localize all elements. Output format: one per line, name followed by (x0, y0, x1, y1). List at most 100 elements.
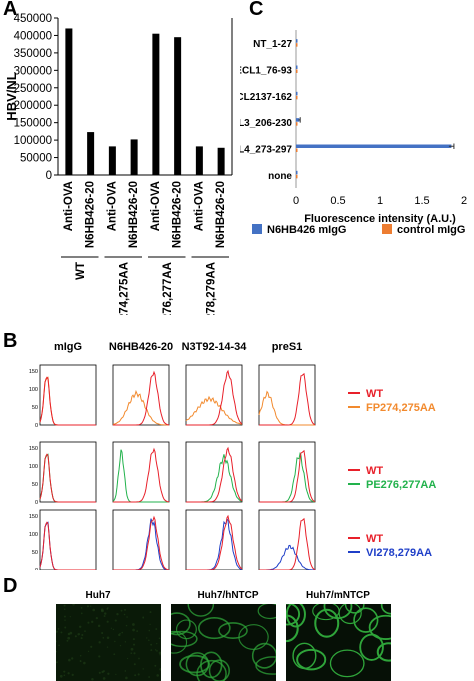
histogram-frame (112, 364, 170, 426)
background-speckle (133, 652, 136, 655)
cell-membrane (296, 648, 327, 671)
panel-letter-a: A (3, 0, 18, 20)
y-tick-label: 250000 (14, 83, 52, 95)
y-tick-label: 300000 (14, 65, 52, 77)
background-speckle (106, 636, 110, 640)
cell-membrane (208, 659, 230, 681)
c-x-tick-label: 2 (461, 195, 467, 207)
histogram-wt-curve (186, 369, 243, 426)
background-speckle (130, 652, 133, 655)
group-label: VI278,279AA (205, 262, 217, 315)
background-speckle (63, 608, 66, 611)
background-speckle (114, 619, 117, 622)
c-bar-control (296, 95, 298, 100)
histogram-mutant-curve (113, 518, 170, 570)
background-speckle (150, 649, 153, 652)
background-speckle (154, 664, 157, 667)
c-bar-n6hb426 (296, 144, 452, 148)
micro-label-1: Huh7 (85, 590, 111, 601)
background-speckle (124, 670, 127, 672)
histogram-y-tick: 0 (35, 500, 38, 506)
c-category-label: ECL2137-162 (240, 92, 292, 103)
background-speckle (126, 616, 128, 618)
cell-membrane (197, 617, 231, 640)
background-speckle (159, 668, 161, 671)
histogram-frame (258, 441, 316, 503)
c-x-tick-label: 0.5 (330, 195, 345, 207)
bar-8 (217, 147, 225, 175)
histogram-wt-curve (39, 453, 96, 503)
background-speckle (116, 612, 119, 616)
background-speckle (156, 674, 159, 677)
background-speckle (63, 615, 66, 618)
background-speckle (90, 605, 92, 607)
y-tick-label: 200000 (14, 100, 52, 112)
background-speckle (103, 615, 106, 618)
background-speckle (67, 672, 70, 675)
cell-membrane (286, 604, 301, 626)
background-speckle (56, 651, 58, 653)
background-speckle (74, 635, 77, 638)
background-speckle (114, 640, 116, 643)
histogram-y-tick: 0 (35, 423, 38, 429)
histogram-wt-curve (186, 446, 243, 503)
histogram-frame (185, 441, 243, 503)
background-speckle (63, 670, 66, 673)
flow-panel: mIgG N6HB426-20 N3T92-14-34 preS1 0 50 100 150 W… (29, 341, 436, 570)
flow-legend-mutant-label: FP274,275AA (366, 402, 436, 414)
background-speckle (80, 637, 83, 640)
histogram-wt-curve (113, 515, 170, 570)
background-speckle (130, 647, 134, 651)
c-category-label: ECL4_273-297 (240, 145, 292, 156)
cell-membrane (286, 604, 306, 628)
background-speckle (126, 657, 129, 660)
category-label: Anti-OVA (63, 181, 75, 231)
histogram-wt-curve (259, 517, 316, 570)
background-speckle (79, 655, 82, 657)
c-bar-n6hb426 (296, 39, 298, 43)
background-speckle (155, 628, 158, 630)
histogram-y-tick: 50 (32, 405, 38, 411)
category-label: N6HB426-20 (128, 181, 140, 248)
background-speckle (81, 633, 84, 636)
background-speckle (101, 632, 104, 635)
background-speckle (91, 620, 94, 624)
c-x-tick-label: 1.5 (414, 195, 429, 207)
micrograph-huh7-mntcp (286, 604, 391, 681)
micrograph-huh7-hntcp (171, 604, 276, 681)
flow-legend-wt-label: WT (366, 388, 383, 400)
bar-3 (108, 146, 116, 175)
background-speckle (123, 613, 126, 616)
background-speckle (63, 604, 66, 607)
histogram-frame (39, 441, 97, 503)
micro-label-2: Huh7/hNTCP (197, 590, 259, 601)
y-tick-label: 0 (46, 170, 52, 182)
background-speckle (133, 643, 136, 646)
background-speckle (119, 632, 121, 635)
flow-column-title: preS1 (272, 341, 303, 353)
background-speckle (159, 654, 161, 656)
background-speckle (148, 676, 151, 678)
background-speckle (156, 642, 158, 645)
background-speckle (87, 650, 90, 653)
panel-letter-c: C (249, 0, 264, 20)
background-speckle (132, 623, 135, 626)
c-category-label: none (268, 171, 292, 182)
background-speckle (97, 624, 101, 628)
background-speckle (142, 668, 144, 670)
background-speckle (148, 639, 150, 642)
background-speckle (60, 631, 63, 634)
y-tick-label: 100000 (14, 135, 52, 147)
group-label: WT (75, 262, 87, 280)
histogram-y-tick: 150 (29, 514, 38, 520)
histogram-frame (185, 509, 243, 570)
background-speckle (154, 649, 157, 651)
background-speckle (58, 644, 60, 647)
cell-membrane (196, 659, 227, 681)
background-speckle (118, 633, 121, 637)
flow-column-title: N3T92-14-34 (182, 341, 248, 353)
y-tick-label: 350000 (14, 48, 52, 60)
histogram-wt-curve (259, 372, 316, 426)
background-speckle (83, 661, 86, 665)
y-tick-label: 400000 (14, 30, 52, 42)
